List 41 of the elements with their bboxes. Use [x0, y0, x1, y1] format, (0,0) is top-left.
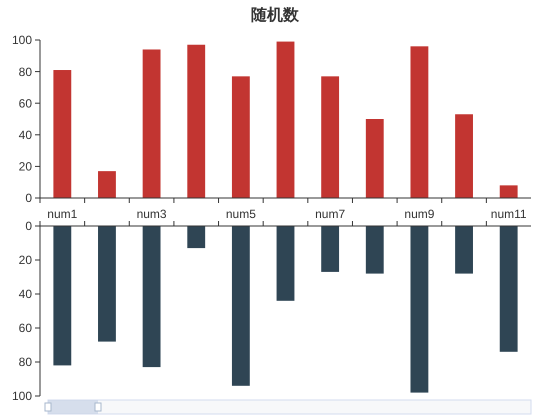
- y-tick-label: 20: [18, 253, 32, 268]
- x-tick-label: num1: [47, 207, 78, 222]
- bar: [455, 226, 473, 274]
- y-tick-label: 40: [18, 287, 32, 302]
- bar: [232, 76, 250, 198]
- y-tick-label: 80: [18, 64, 32, 79]
- y-tick-label: 40: [18, 128, 32, 142]
- y-tick-label: 100: [12, 389, 32, 404]
- x-tick-label: num9: [404, 207, 435, 222]
- bar: [321, 76, 340, 198]
- y-tick-label: 80: [18, 355, 32, 370]
- bar: [500, 185, 518, 198]
- y-tick-label: 20: [18, 160, 32, 174]
- chart-title: 随机数: [251, 6, 300, 24]
- y-tick-label: 0: [25, 191, 32, 206]
- x-tick-label: num11: [490, 207, 527, 222]
- bar: [98, 226, 116, 342]
- bar: [53, 70, 72, 198]
- y-tick-label: 100: [12, 33, 32, 48]
- bar: [500, 226, 518, 352]
- x-tick-label: num7: [315, 207, 346, 222]
- bar: [187, 44, 206, 198]
- bar: [142, 226, 161, 368]
- bar: [276, 42, 294, 198]
- bar: [366, 226, 384, 274]
- x-tick-label: num5: [226, 207, 256, 222]
- bar: [142, 49, 161, 198]
- bar: [366, 119, 384, 198]
- bar: [98, 171, 116, 198]
- bar: [410, 46, 428, 198]
- y-tick-label: 60: [18, 321, 32, 336]
- bar: [276, 226, 294, 301]
- bar: [53, 226, 72, 366]
- bar: [410, 226, 428, 393]
- x-tick-label: num3: [136, 207, 167, 222]
- y-tick-label: 0: [25, 219, 32, 234]
- bar: [187, 226, 206, 248]
- bar: [232, 226, 250, 386]
- y-tick-label: 60: [18, 96, 32, 110]
- bar: [321, 226, 340, 272]
- bar: [455, 114, 473, 198]
